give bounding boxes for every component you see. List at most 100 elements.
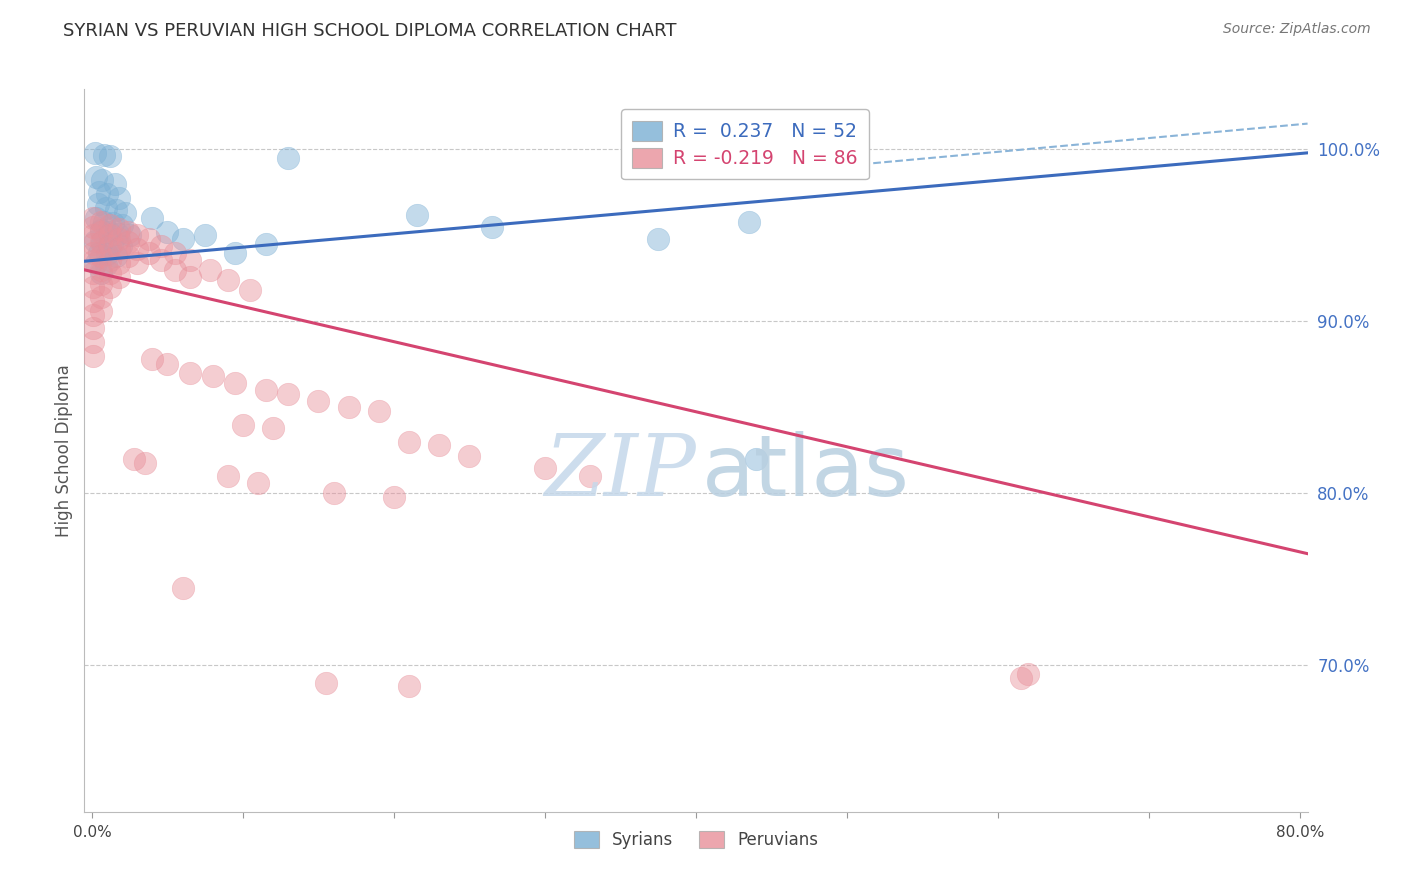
Point — [277, 151, 299, 165]
Point — [114, 206, 136, 220]
Point — [90, 223, 112, 237]
Text: Source: ZipAtlas.com: Source: ZipAtlas.com — [1223, 22, 1371, 37]
Point — [96, 187, 118, 202]
Point — [254, 237, 277, 252]
Point — [98, 228, 121, 243]
Point — [127, 242, 149, 256]
Point — [98, 280, 121, 294]
Point — [94, 258, 117, 272]
Point — [82, 245, 104, 260]
Point — [100, 237, 122, 252]
Point — [93, 147, 115, 161]
Text: ZIP: ZIP — [544, 431, 696, 514]
Point — [86, 211, 108, 226]
Point — [398, 679, 420, 693]
Point — [481, 219, 503, 234]
Point — [82, 334, 104, 349]
Text: 80.0%: 80.0% — [1275, 825, 1324, 840]
Point — [217, 469, 239, 483]
Point — [322, 486, 344, 500]
Point — [201, 369, 224, 384]
Point — [108, 256, 131, 270]
Point — [262, 421, 284, 435]
Point — [179, 252, 201, 267]
Point — [90, 266, 112, 280]
Point — [179, 269, 201, 284]
Point — [198, 262, 221, 277]
Point — [745, 452, 768, 467]
Point — [150, 238, 173, 252]
Point — [98, 252, 121, 267]
Point — [579, 469, 602, 483]
Point — [458, 449, 481, 463]
Text: atlas: atlas — [702, 431, 910, 514]
Text: 0.0%: 0.0% — [73, 825, 111, 840]
Legend: Syrians, Peruvians: Syrians, Peruvians — [565, 822, 827, 857]
Point — [163, 245, 186, 260]
Point — [94, 201, 117, 215]
Point — [315, 675, 337, 690]
Point — [398, 434, 420, 449]
Point — [82, 228, 104, 243]
Point — [239, 284, 262, 298]
Point — [82, 219, 104, 234]
Point — [103, 177, 125, 191]
Point — [86, 256, 108, 270]
Point — [232, 417, 254, 432]
Point — [90, 249, 112, 263]
Point — [98, 238, 121, 252]
Point — [96, 247, 118, 261]
Point — [91, 173, 114, 187]
Point — [108, 191, 131, 205]
Point — [127, 256, 149, 270]
Point — [427, 438, 450, 452]
Point — [254, 384, 277, 398]
Point — [172, 232, 194, 246]
Point — [150, 252, 173, 267]
Point — [224, 245, 246, 260]
Point — [97, 225, 120, 239]
Point — [217, 273, 239, 287]
Point — [82, 349, 104, 363]
Point — [90, 277, 112, 291]
Point — [138, 245, 160, 260]
Point — [90, 262, 112, 277]
Point — [82, 293, 104, 308]
Point — [82, 321, 104, 335]
Point — [90, 304, 112, 318]
Point — [127, 228, 149, 243]
Point — [277, 386, 299, 401]
Point — [405, 208, 427, 222]
Point — [647, 232, 669, 246]
Point — [1010, 671, 1032, 685]
Point — [98, 218, 121, 232]
Point — [117, 235, 139, 250]
Point — [90, 215, 112, 229]
Text: SYRIAN VS PERUVIAN HIGH SCHOOL DIPLOMA CORRELATION CHART: SYRIAN VS PERUVIAN HIGH SCHOOL DIPLOMA C… — [63, 22, 676, 40]
Point — [87, 197, 110, 211]
Point — [534, 460, 557, 475]
Point — [91, 235, 114, 250]
Point — [82, 237, 104, 252]
Point — [82, 211, 104, 226]
Point — [110, 238, 132, 252]
Point — [93, 215, 115, 229]
Point — [118, 228, 141, 243]
Point — [108, 269, 131, 284]
Point — [82, 266, 104, 280]
Point — [307, 393, 329, 408]
Point — [117, 249, 139, 263]
Point — [247, 476, 270, 491]
Point — [172, 581, 194, 595]
Point — [382, 490, 405, 504]
Point — [90, 290, 112, 304]
Point — [84, 145, 107, 160]
Point — [224, 376, 246, 391]
Point — [107, 227, 129, 241]
Point — [89, 245, 111, 260]
Point — [122, 452, 145, 467]
Point — [194, 228, 217, 243]
Point — [156, 358, 179, 372]
Point — [90, 225, 112, 239]
Point — [108, 242, 131, 256]
